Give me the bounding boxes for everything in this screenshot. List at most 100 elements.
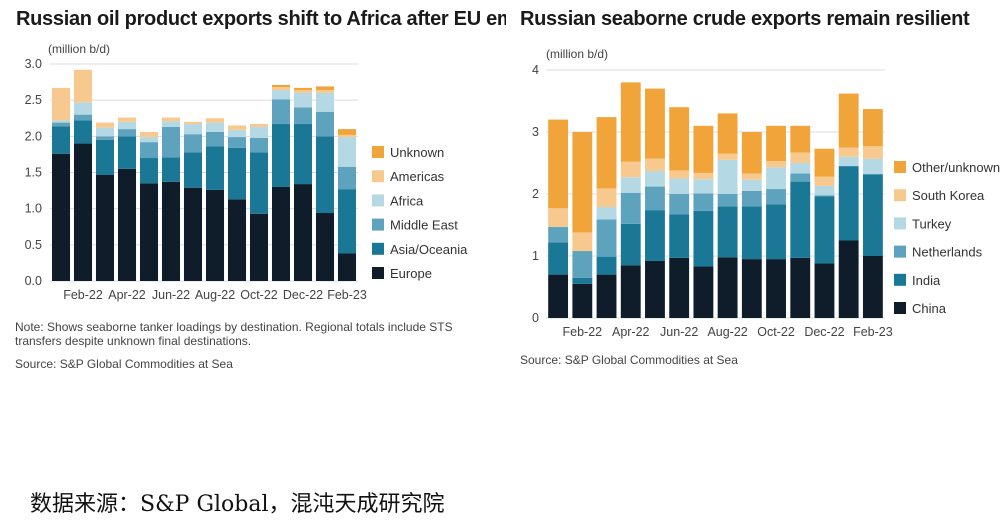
- bar-segment-asia-oceania: [205, 146, 225, 190]
- bar-segment-americas: [183, 121, 203, 125]
- bar-segment-europe: [227, 199, 247, 281]
- legend-label: Turkey: [912, 216, 952, 231]
- bar-segment-south-korea: [717, 153, 738, 160]
- bar-segment-asia-oceania: [293, 124, 313, 185]
- x-tick-label: Jun-22: [152, 288, 190, 302]
- bar-segment-turkey: [814, 185, 835, 196]
- x-tick-label: Apr-22: [612, 325, 650, 339]
- bar-segment-asia-oceania: [249, 152, 269, 214]
- bar-segment-south-korea: [766, 161, 786, 168]
- bar-segment-china: [669, 257, 690, 318]
- bar-segment-india: [645, 210, 665, 261]
- bar-segment-europe: [73, 143, 93, 281]
- y-tick-label: 1.0: [25, 202, 42, 216]
- bar-segment-europe: [161, 181, 181, 281]
- x-tick-label: Oct-22: [240, 288, 278, 302]
- bar-segment-europe: [293, 184, 313, 281]
- bar-segment-americas: [139, 131, 159, 138]
- bar-segment-other-unknown: [693, 125, 714, 173]
- legend-label: Other/unknown: [912, 160, 1000, 175]
- legend-swatch: [894, 161, 906, 173]
- bar-segment-netherlands: [572, 251, 593, 278]
- x-tick-label: Feb-22: [563, 325, 603, 339]
- bar-segment-netherlands: [741, 190, 762, 207]
- bar-segment-china: [596, 274, 617, 318]
- legend-label: Europe: [390, 266, 432, 281]
- bar-segment-unknown: [271, 84, 291, 88]
- bar-segment-turkey: [790, 163, 811, 174]
- bar-segment-other-unknown: [814, 148, 835, 177]
- bar-segment-turkey: [862, 158, 883, 175]
- bar-segment-americas: [51, 87, 71, 121]
- bar-segment-asia-oceania: [51, 126, 71, 154]
- bar-segment-americas: [249, 124, 269, 127]
- bar-segment-africa: [117, 121, 137, 130]
- x-tick-label: Feb-23: [327, 288, 367, 302]
- bar-segment-china: [620, 265, 641, 318]
- bar-segment-india: [572, 277, 593, 284]
- bar-segment-turkey: [645, 171, 665, 187]
- bar-segment-africa: [205, 122, 225, 132]
- bar-segment-south-korea: [741, 173, 762, 180]
- bar-segment-turkey: [669, 178, 690, 194]
- bar-segment-asia-oceania: [139, 158, 159, 184]
- bar-segment-europe: [95, 174, 115, 281]
- bar-segment-europe: [337, 253, 357, 281]
- bar-segment-africa: [51, 120, 71, 123]
- bar-segment-turkey: [717, 159, 738, 194]
- bar-segment-other-unknown: [548, 119, 569, 209]
- x-tick-label: Apr-22: [108, 288, 146, 302]
- bar-segment-middle-east: [183, 134, 203, 153]
- bar-segment-turkey: [766, 167, 786, 190]
- bar-segment-other-unknown: [790, 125, 811, 153]
- legend-swatch: [372, 242, 384, 255]
- bar-segment-unknown: [337, 129, 357, 135]
- bar-segment-middle-east: [227, 137, 247, 148]
- right-chart-title: Russian seaborne crude exports remain re…: [520, 8, 970, 30]
- bar-segment-unknown: [315, 86, 335, 91]
- bar-segment-turkey: [596, 207, 617, 220]
- bar-segment-middle-east: [139, 142, 159, 159]
- bar-segment-south-korea: [862, 146, 883, 159]
- bar-segment-europe: [51, 153, 71, 281]
- legend-label: Americas: [390, 169, 445, 184]
- legend-label: Unknown: [390, 145, 444, 160]
- legend-swatch: [894, 273, 906, 286]
- bar-segment-south-korea: [838, 147, 859, 157]
- x-tick-label: Oct-22: [757, 325, 795, 339]
- left-chart-title: Russian oil product exports shift to Afr…: [16, 8, 569, 30]
- legend-label: Africa: [390, 193, 424, 208]
- y-tick-label: 0.5: [25, 238, 42, 252]
- x-tick-label: Dec-22: [804, 325, 844, 339]
- bar-segment-other-unknown: [717, 113, 738, 154]
- bar-segment-asia-oceania: [227, 147, 247, 200]
- y-tick-label: 1: [532, 249, 539, 263]
- bar-segment-south-korea: [669, 170, 690, 179]
- bar-segment-china: [548, 274, 569, 318]
- legend-swatch: [894, 217, 906, 230]
- bar-segment-china: [693, 266, 714, 318]
- bar-segment-americas: [227, 125, 247, 130]
- bar-segment-other-unknown: [741, 132, 762, 174]
- bar-segment-india: [717, 206, 738, 258]
- y-tick-label: 2.0: [25, 129, 42, 143]
- y-tick-label: 0: [532, 311, 539, 325]
- bar-segment-china: [572, 283, 593, 318]
- bar-segment-other-unknown: [862, 109, 883, 147]
- bar-segment-africa: [183, 124, 203, 135]
- bar-segment-americas: [205, 118, 225, 123]
- bar-segment-middle-east: [337, 166, 357, 190]
- left-chart-note: Note: Shows seaborne tanker loadings by …: [15, 320, 453, 348]
- right-bar-chart: 0 1 2 3 4 Feb-22 Apr-22 Jun-22 Aug-22 Oct-22 Dec-2…: [532, 63, 1000, 339]
- bar-segment-europe: [315, 213, 335, 281]
- legend-label: South Korea: [912, 188, 985, 203]
- bar-segment-india: [766, 204, 786, 260]
- y-tick-label: 3.0: [25, 57, 42, 71]
- bar-segment-asia-oceania: [73, 120, 93, 144]
- bar-segment-other-unknown: [669, 107, 690, 171]
- legend-swatch: [372, 170, 384, 183]
- bar-segment-turkey: [620, 177, 641, 193]
- y-tick-label: 4: [532, 63, 539, 77]
- x-tick-label: Dec-22: [283, 288, 323, 302]
- bar-segment-asia-oceania: [183, 152, 203, 188]
